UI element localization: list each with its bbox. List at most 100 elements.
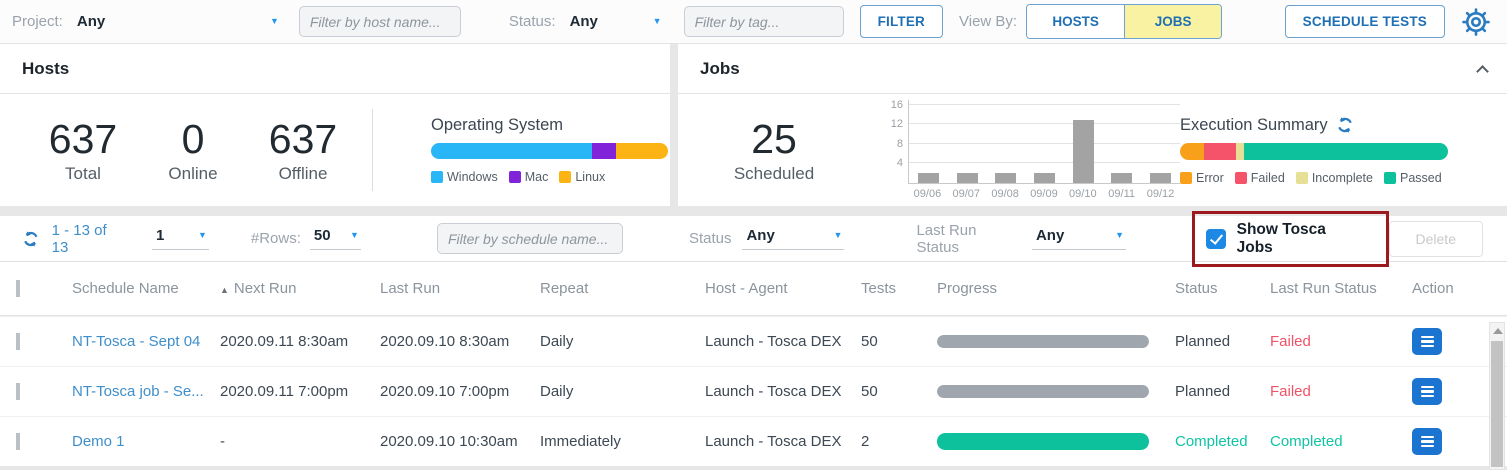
page-value: 1 <box>155 227 165 244</box>
last-run-status-cell: Failed <box>1270 333 1311 350</box>
jobs-panel-title: Jobs <box>700 58 740 78</box>
hosts-panel: Hosts 637 Total 0 Online 637 Offline <box>0 44 670 206</box>
col-tests[interactable]: Tests <box>861 280 897 297</box>
schedule-tests-button[interactable]: SCHEDULE TESTS <box>1284 5 1445 38</box>
col-next-run[interactable]: ▲ Next Run <box>220 280 297 297</box>
status-cell: Planned <box>1175 333 1231 350</box>
col-schedule-name[interactable]: Schedule Name <box>72 280 179 297</box>
table-row: NT-Tosca job - Se... 2020.09.11 7:00pm 2… <box>0 366 1507 416</box>
table-scrollbar[interactable] <box>1489 322 1505 470</box>
host-agent-cell: Launch - Tosca DEX <box>705 433 842 450</box>
hosts-panel-body: 637 Total 0 Online 637 Offline Operating… <box>0 94 670 206</box>
schedule-status-dropdown[interactable]: Any ▼ <box>742 227 845 250</box>
execution-summary-legend: Error Failed Incomplete Passed <box>1180 171 1452 185</box>
delete-button[interactable]: Delete <box>1388 220 1483 257</box>
hosts-online-value: 0 <box>181 116 205 163</box>
caret-down-icon: ▼ <box>833 230 843 240</box>
hosts-online-label: Online <box>168 163 218 183</box>
status-value: Any <box>569 13 598 30</box>
jobs-chart-plot: 4 8 12 16 <box>891 99 1180 184</box>
jobs-panel-body: 25 Scheduled 4 8 12 16 09/06 09/07 09/08 09/09… <box>678 94 1507 206</box>
hosts-offline-label: Offline <box>278 163 328 183</box>
filter-button[interactable]: FILTER <box>859 5 944 38</box>
status-dropdown[interactable]: Any ▼ <box>570 13 662 30</box>
scrollbar-thumb[interactable] <box>1491 341 1503 467</box>
schedule-name-link[interactable]: NT-Tosca job - Se... <box>72 383 204 400</box>
host-name-filter-input[interactable] <box>298 6 461 37</box>
last-run-cell: 2020.09.10 10:30am <box>380 433 518 450</box>
show-tosca-jobs-checkbox[interactable] <box>1206 228 1226 249</box>
schedule-status-label: Status <box>688 230 732 247</box>
jobs-panel-header: Jobs <box>678 44 1507 94</box>
caret-down-icon: ▼ <box>1115 230 1125 240</box>
scrollbar-up-arrow-icon[interactable] <box>1493 328 1503 334</box>
col-host-agent[interactable]: Host - Agent <box>705 280 788 297</box>
last-run-status-dropdown[interactable]: Any ▼ <box>1031 227 1127 250</box>
repeat-cell: Daily <box>540 333 574 350</box>
list-toolbar: 1 - 13 of 13 1 ▼ #Rows: 50 ▼ Status Any … <box>0 210 1507 267</box>
caret-down-icon: ▼ <box>652 16 662 26</box>
col-last-run-status[interactable]: Last Run Status <box>1270 280 1377 297</box>
execution-summary: Execution Summary Error Failed Incomplete P… <box>1180 116 1452 185</box>
jobs-per-day-chart: 4 8 12 16 09/06 09/07 09/08 09/09 09/10 09/11 09/… <box>882 99 1180 200</box>
hosts-offline-stat: 637 Offline <box>248 116 358 183</box>
last-run-status-label: Last Run Status <box>916 221 977 256</box>
pagination-range: 1 - 13 of 13 <box>51 221 107 256</box>
show-tosca-jobs-label: Show Tosca Jobs <box>1236 220 1326 256</box>
refresh-list-icon[interactable] <box>22 230 40 248</box>
tag-filter-input[interactable] <box>683 6 844 37</box>
refresh-icon[interactable] <box>1336 116 1354 134</box>
rows-dropdown[interactable]: 50 ▼ <box>309 227 361 250</box>
table-header-row: Schedule Name ▲ Next Run Last Run Repeat … <box>0 262 1507 316</box>
schedule-name-filter-input[interactable] <box>436 223 623 254</box>
hosts-stats: 637 Total 0 Online 637 Offline <box>0 116 372 183</box>
schedule-name-link[interactable]: NT-Tosca - Sept 04 <box>72 333 201 350</box>
scheduled-label: Scheduled <box>733 163 815 183</box>
show-tosca-jobs-highlight: Show Tosca Jobs <box>1192 210 1389 267</box>
next-run-cell: - <box>220 433 225 450</box>
row-actions-menu-button[interactable] <box>1412 328 1442 355</box>
hosts-online-stat: 0 Online <box>138 116 248 183</box>
tests-cell: 50 <box>861 383 878 400</box>
top-filter-bar: Project: Any ▼ Status: Any ▼ FILTER View… <box>0 0 1507 44</box>
hosts-total-value: 637 <box>48 116 118 163</box>
status-cell: Planned <box>1175 383 1231 400</box>
hosts-offline-value: 637 <box>268 116 338 163</box>
page-dropdown[interactable]: 1 ▼ <box>151 227 209 250</box>
caret-down-icon: ▼ <box>350 230 359 240</box>
panel-separator <box>0 206 1507 216</box>
last-run-status-cell: Completed <box>1270 433 1343 450</box>
col-status[interactable]: Status <box>1175 280 1218 297</box>
next-run-cell: 2020.09.11 7:00pm <box>220 383 349 400</box>
hosts-panel-title: Hosts <box>22 58 70 78</box>
project-dropdown[interactable]: Any ▼ <box>77 13 279 30</box>
rows-value: 50 <box>313 227 331 244</box>
last-run-cell: 2020.09.10 7:00pm <box>380 383 510 400</box>
collapse-chevron-up-icon[interactable] <box>1476 64 1489 78</box>
settings-gear-icon[interactable] <box>1461 6 1493 38</box>
table-row: Demo 1 - 2020.09.10 10:30am Immediately … <box>0 416 1507 466</box>
schedule-name-link[interactable]: Demo 1 <box>72 433 125 450</box>
row-checkbox[interactable] <box>16 333 20 350</box>
row-actions-menu-button[interactable] <box>1412 428 1442 455</box>
sort-ascending-icon: ▲ <box>220 285 229 295</box>
jobs-toggle-button[interactable]: JOBS <box>1124 5 1222 38</box>
table-row: NT-Tosca - Sept 04 2020.09.11 8:30am 202… <box>0 316 1507 366</box>
select-all-checkbox[interactable] <box>16 280 20 297</box>
schedules-table: Schedule Name ▲ Next Run Last Run Repeat … <box>0 262 1507 466</box>
jobs-panel: Jobs 25 Scheduled 4 8 12 16 09/06 09/07 09/08… <box>678 44 1507 206</box>
caret-down-icon: ▼ <box>269 16 279 26</box>
last-run-cell: 2020.09.10 8:30am <box>380 333 510 350</box>
row-actions-menu-button[interactable] <box>1412 378 1442 405</box>
repeat-cell: Immediately <box>540 433 621 450</box>
status-cell: Completed <box>1175 433 1248 450</box>
repeat-cell: Daily <box>540 383 574 400</box>
progress-bar <box>937 385 1149 398</box>
col-last-run[interactable]: Last Run <box>380 280 441 297</box>
col-repeat[interactable]: Repeat <box>540 280 589 297</box>
hosts-toggle-button[interactable]: HOSTS <box>1027 5 1125 38</box>
row-checkbox[interactable] <box>16 433 20 450</box>
row-checkbox[interactable] <box>16 383 20 400</box>
next-run-cell: 2020.09.11 8:30am <box>220 333 349 350</box>
caret-down-icon: ▼ <box>197 230 207 240</box>
